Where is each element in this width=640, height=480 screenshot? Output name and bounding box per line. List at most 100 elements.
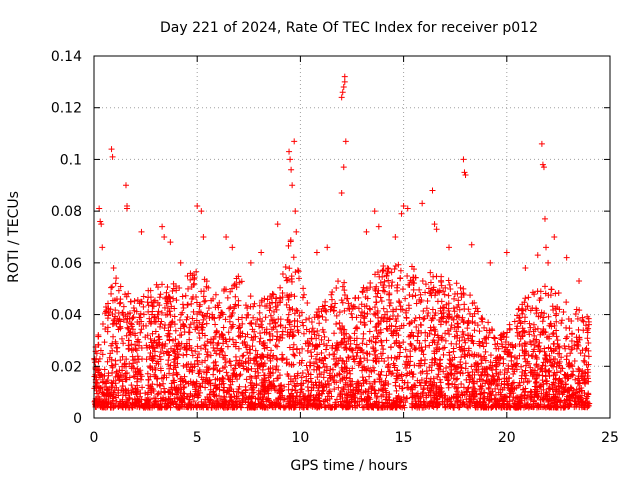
background-point	[196, 383, 203, 390]
background-point	[388, 269, 395, 276]
background-point	[104, 328, 111, 335]
background-point	[383, 325, 390, 332]
background-point	[274, 375, 281, 382]
background-point	[93, 350, 100, 357]
background-point	[156, 404, 163, 411]
background-point	[114, 348, 121, 355]
background-point	[116, 377, 123, 384]
background-point	[331, 386, 338, 393]
background-point	[509, 396, 516, 403]
background-point	[145, 302, 152, 309]
background-point	[131, 307, 138, 314]
background-point	[358, 301, 365, 308]
background-point	[339, 339, 346, 346]
background-point	[281, 404, 288, 411]
background-point	[336, 393, 343, 400]
roti-point	[159, 223, 166, 230]
background-point	[211, 347, 218, 354]
background-point	[318, 357, 325, 364]
background-point	[112, 394, 119, 401]
background-point	[537, 382, 544, 389]
background-point	[435, 371, 442, 378]
background-point	[531, 332, 538, 339]
background-point	[229, 336, 236, 343]
background-point	[583, 361, 590, 368]
background-point	[176, 317, 183, 324]
background-point	[463, 388, 470, 395]
background-point	[238, 278, 245, 285]
background-point	[407, 333, 414, 340]
background-point	[247, 320, 254, 327]
background-point	[132, 369, 139, 376]
background-point	[396, 299, 403, 306]
background-point	[385, 380, 392, 387]
background-point	[547, 320, 554, 327]
background-point	[341, 292, 348, 299]
background-point	[275, 375, 282, 382]
background-point	[371, 304, 378, 311]
background-point	[188, 347, 195, 354]
background-point	[370, 344, 377, 351]
background-point	[205, 305, 212, 312]
roti-point	[341, 78, 348, 85]
roti-point	[98, 221, 105, 228]
background-point	[307, 349, 314, 356]
background-point	[154, 299, 161, 306]
background-point	[445, 277, 452, 284]
background-point	[108, 390, 115, 397]
background-point	[482, 380, 489, 387]
background-point	[406, 320, 413, 327]
background-point	[351, 330, 358, 337]
background-point	[527, 388, 534, 395]
background-point	[252, 373, 259, 380]
background-point	[108, 284, 115, 291]
background-point	[401, 404, 408, 411]
background-point	[316, 371, 323, 378]
background-point	[485, 378, 492, 385]
background-point	[394, 282, 401, 289]
background-point	[198, 374, 205, 381]
background-point	[478, 357, 485, 364]
background-point	[206, 401, 213, 408]
background-point	[440, 351, 447, 358]
background-point	[123, 376, 130, 383]
background-point	[194, 402, 201, 409]
background-point	[543, 380, 550, 387]
background-point	[293, 307, 300, 314]
background-point	[316, 320, 323, 327]
background-point	[461, 337, 468, 344]
background-point	[467, 292, 474, 299]
background-point	[448, 322, 455, 329]
background-point	[561, 404, 568, 411]
background-point	[506, 349, 513, 356]
background-point	[171, 342, 178, 349]
background-point	[367, 318, 374, 325]
background-point	[547, 386, 554, 393]
background-point	[518, 307, 525, 314]
background-point	[320, 341, 327, 348]
background-point	[160, 350, 167, 357]
background-point	[414, 377, 421, 384]
background-point	[270, 291, 277, 298]
background-point	[237, 332, 244, 339]
background-point	[568, 346, 575, 353]
background-point	[368, 338, 375, 345]
background-point	[384, 308, 391, 315]
background-point	[220, 380, 227, 387]
roti-point	[97, 218, 104, 225]
background-point	[146, 315, 153, 322]
background-point	[203, 320, 210, 327]
background-point	[338, 330, 345, 337]
background-point	[270, 378, 277, 385]
background-point	[212, 291, 219, 298]
background-point	[180, 305, 187, 312]
background-point	[201, 276, 208, 283]
background-point	[180, 390, 187, 397]
background-point	[424, 313, 431, 320]
background-point	[532, 375, 539, 382]
background-point	[412, 315, 419, 322]
background-point	[374, 393, 381, 400]
background-point	[359, 374, 366, 381]
background-point	[379, 386, 386, 393]
background-point	[476, 342, 483, 349]
